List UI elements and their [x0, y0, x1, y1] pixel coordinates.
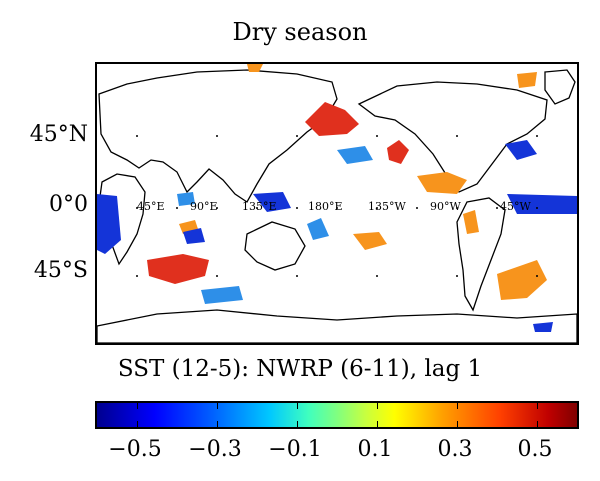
- colorbar-tick: [137, 421, 138, 427]
- anomaly-patch-south-pacific: [353, 232, 387, 250]
- colorbar-tick: [537, 403, 538, 409]
- colorbar-tick: [457, 403, 458, 409]
- grid-dots: [136, 135, 538, 277]
- lat-label-equator: 0°0: [49, 192, 88, 217]
- anomaly-patch-gulf: [247, 64, 263, 72]
- colorbar-tick: [217, 421, 218, 427]
- lon-label-180e: 180°E: [308, 200, 343, 213]
- continent-australia: [244, 221, 306, 271]
- anomaly-patch-bay-of-bengal: [177, 192, 195, 206]
- anomaly-patch-south-atlantic: [497, 260, 547, 300]
- anomaly-patch-east-atlantic: [507, 194, 577, 214]
- anomaly-patch-southern-ocean: [201, 286, 243, 304]
- colorbar-tick: [217, 403, 218, 409]
- colorbar-label: 0.3: [437, 437, 473, 462]
- continent-antarctica: [97, 309, 577, 343]
- lon-label-135e: 135°E: [242, 200, 277, 213]
- colorbar-tick: [537, 421, 538, 427]
- map-canvas: [97, 64, 577, 343]
- continent-greenland: [544, 69, 576, 105]
- colorbar-label: −0.5: [108, 437, 162, 462]
- colorbar: [95, 401, 579, 429]
- colorbar-tick: [137, 403, 138, 409]
- anomaly-patch-sa-coast: [463, 210, 479, 234]
- map-title: Dry season: [232, 18, 368, 46]
- anomaly-patch-north-central-pacific: [337, 146, 373, 164]
- anomaly-patch-antarctic-coast: [533, 322, 553, 332]
- colorbar-label: −0.1: [268, 437, 322, 462]
- anomaly-patch-north-atlantic-cool: [505, 140, 537, 160]
- anomaly-patch-indonesia: [253, 192, 291, 212]
- world-map: [95, 62, 579, 345]
- lon-label-45e: 45°E: [137, 200, 165, 213]
- anomaly-patch-north-pacific: [305, 102, 359, 136]
- colorbar-label: 0.5: [517, 437, 553, 462]
- map-caption: SST (12-5): NWRP (6-11), lag 1: [117, 356, 483, 382]
- colorbar-tick: [297, 421, 298, 427]
- colorbar-tick: [297, 403, 298, 409]
- colorbar-tick: [377, 403, 378, 409]
- colorbar-tick: [377, 421, 378, 427]
- anomaly-patch-west-indian: [97, 194, 121, 254]
- anomaly-patch-equatorial-pacific: [417, 172, 467, 194]
- lat-label-45n: 45°N: [29, 122, 88, 147]
- anomaly-patch-west-pacific: [307, 218, 329, 240]
- anomaly-patch-south-indian: [147, 254, 209, 284]
- lon-label-45w: 45°W: [500, 200, 531, 213]
- anomaly-patch-sw-indian: [183, 228, 205, 244]
- colorbar-label: −0.3: [188, 437, 242, 462]
- anomaly-patch-north-atlantic: [517, 72, 537, 88]
- colorbar-label: 0.1: [357, 437, 393, 462]
- anomaly-patch-ne-pacific: [387, 140, 409, 164]
- colorbar-tick: [457, 421, 458, 427]
- lon-label-90w: 90°W: [430, 200, 461, 213]
- lon-label-135w: 135°W: [368, 200, 406, 213]
- continent-north-america: [357, 81, 548, 193]
- sst-anomaly-patches: [97, 64, 577, 332]
- lat-label-45s: 45°S: [33, 258, 88, 283]
- lon-label-90e: 90°E: [190, 200, 218, 213]
